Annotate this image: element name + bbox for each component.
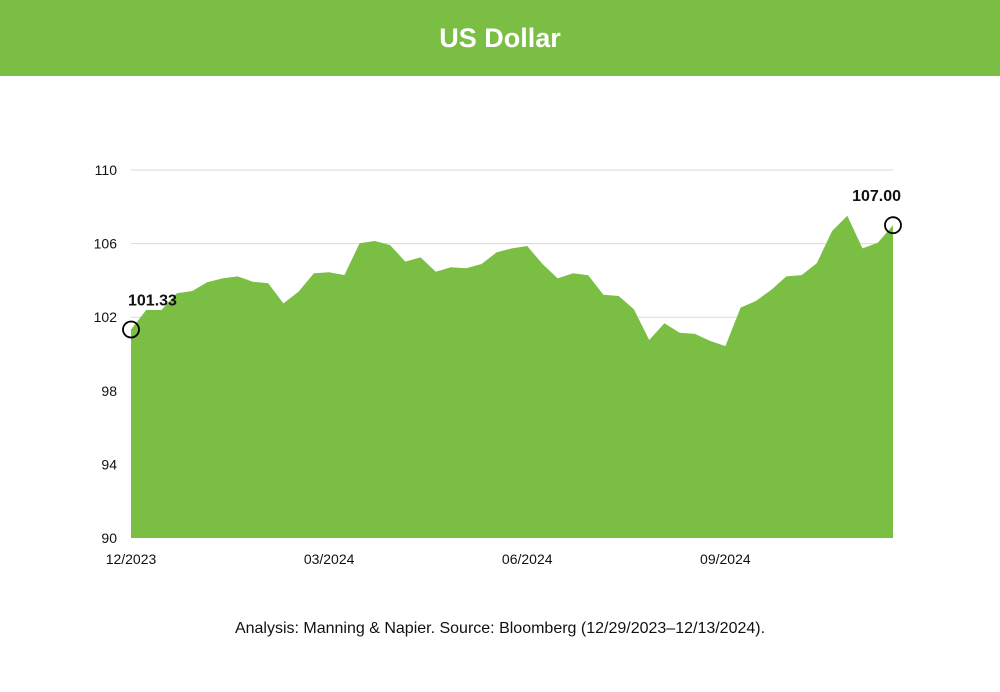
y-tick-label: 94: [101, 456, 117, 472]
y-tick-label: 98: [101, 383, 117, 399]
y-tick-label: 106: [94, 236, 118, 252]
y-tick-label: 102: [94, 309, 118, 325]
title-banner: US Dollar: [0, 0, 1000, 76]
y-tick-label: 90: [101, 530, 117, 546]
data-label: 101.33: [128, 293, 177, 310]
endpoint-marker: [122, 320, 140, 339]
chart-title: US Dollar: [439, 22, 561, 53]
area-series: [131, 215, 893, 539]
x-tick-label: 03/2024: [304, 551, 355, 567]
x-tick-label: 06/2024: [502, 551, 553, 567]
source-note: Analysis: Manning & Napier. Source: Bloo…: [234, 620, 766, 637]
x-tick-label: 09/2024: [700, 551, 751, 567]
data-label: 107.00: [852, 188, 901, 205]
x-tick-label: 12/2023: [106, 551, 157, 567]
y-tick-label: 110: [95, 162, 118, 178]
endpoint-marker: [884, 216, 902, 235]
